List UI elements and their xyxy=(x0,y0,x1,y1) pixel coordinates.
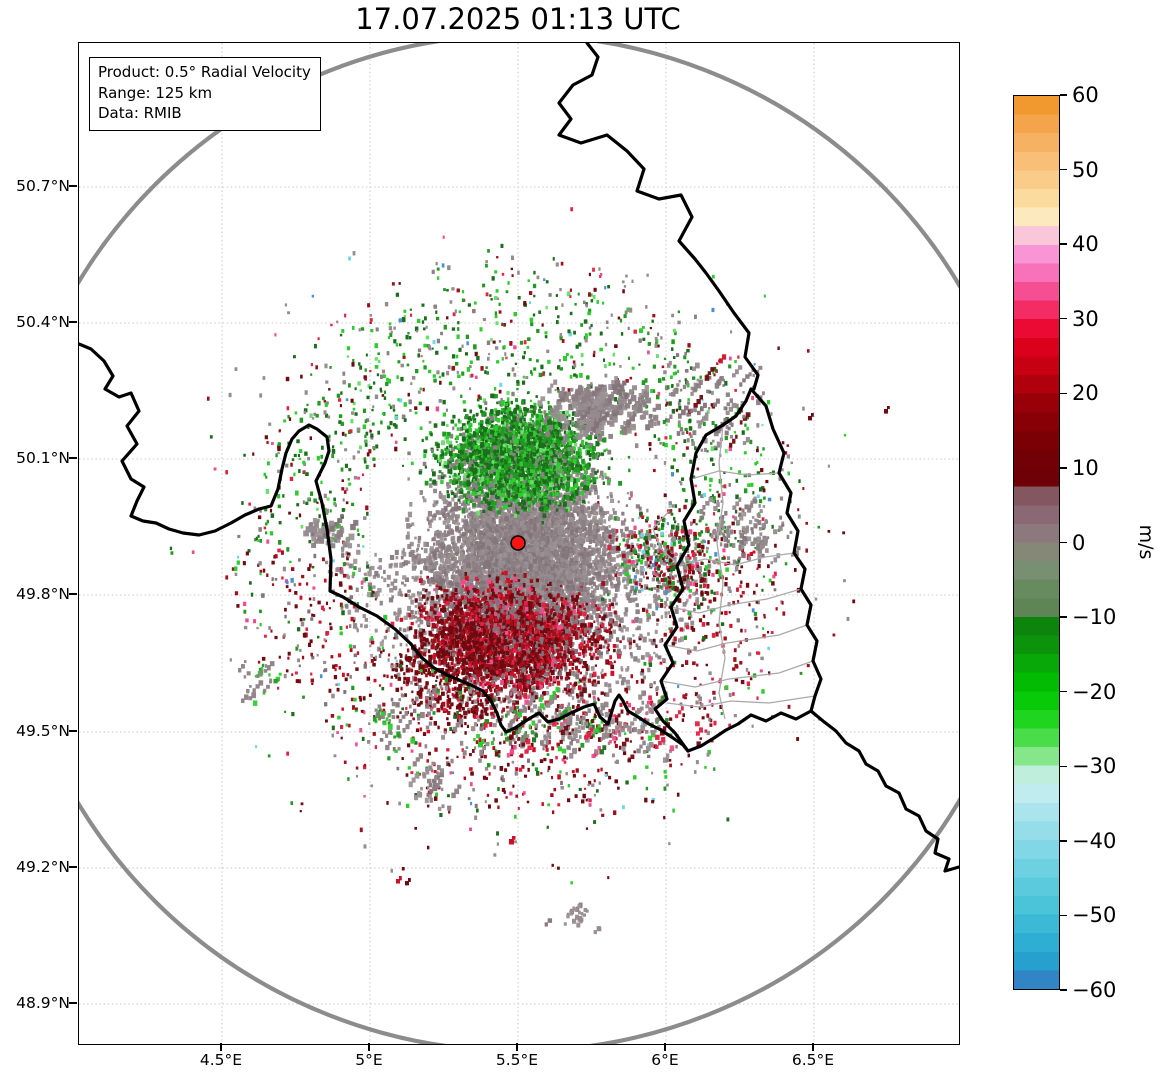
info-range: Range: 125 km xyxy=(98,83,213,102)
colorbar-tick-label: −10 xyxy=(1072,605,1117,630)
country-borders xyxy=(79,43,959,873)
border-luxembourg xyxy=(653,387,823,753)
y-axis-label: 48.9°N xyxy=(16,994,70,1012)
y-axis-tick xyxy=(69,1002,77,1004)
colorbar-tick-label: 0 xyxy=(1072,530,1086,555)
colorbar-unit-label: m/s xyxy=(1135,524,1157,560)
x-axis-label: 5°E xyxy=(355,1051,383,1069)
info-product: Product: 0.5° Radial Velocity xyxy=(98,63,311,81)
x-axis-label: 4.5°E xyxy=(199,1051,243,1069)
x-axis-tick xyxy=(664,1043,666,1051)
colorbar-tick-label: 30 xyxy=(1072,306,1099,331)
colorbar-tick xyxy=(1060,94,1067,96)
colorbar-tick-label: 60 xyxy=(1072,83,1099,107)
x-axis-tick xyxy=(220,1043,222,1051)
colorbar-tick-label: 40 xyxy=(1072,232,1099,257)
y-axis-label: 50.7°N xyxy=(16,177,70,195)
info-data-source: Data: RMIB xyxy=(98,104,182,123)
colorbar-tick-label: −30 xyxy=(1072,754,1117,779)
colorbar-tick-label: 20 xyxy=(1072,381,1099,406)
colorbar-tick xyxy=(1060,467,1067,469)
x-axis-tick xyxy=(368,1043,370,1051)
colorbar-tick xyxy=(1060,318,1067,320)
map-plot-area: Product: 0.5° Radial Velocity Range: 125… xyxy=(78,42,960,1045)
x-axis-label: 6°E xyxy=(651,1051,679,1069)
border-north xyxy=(557,43,760,391)
velocity-colorbar xyxy=(1013,95,1060,990)
colorbar-tick xyxy=(1060,616,1067,618)
colorbar-tick-label: 50 xyxy=(1072,157,1099,182)
colorbar-tick xyxy=(1060,392,1067,395)
y-axis-label: 50.4°N xyxy=(16,313,70,331)
colorbar-tick-label: −50 xyxy=(1072,903,1117,928)
border-france-belgium xyxy=(79,342,690,753)
y-axis-label: 49.8°N xyxy=(16,585,70,603)
x-axis-label: 6.5°E xyxy=(791,1051,835,1069)
figure-title: 17.07.2025 01:13 UTC xyxy=(355,2,681,36)
colorbar-tick xyxy=(1060,541,1067,544)
y-axis-tick xyxy=(69,593,77,595)
colorbar-tick xyxy=(1060,690,1067,693)
colorbar-tick xyxy=(1060,765,1067,767)
y-axis-tick xyxy=(69,866,77,868)
colorbar-tick xyxy=(1060,989,1067,991)
border-southeast xyxy=(809,709,959,873)
y-axis-label: 49.2°N xyxy=(16,858,70,876)
x-axis-tick xyxy=(812,1043,814,1051)
radar-site-dot xyxy=(510,535,526,551)
colorbar-tick xyxy=(1060,168,1067,171)
product-info-box: Product: 0.5° Radial Velocity Range: 125… xyxy=(89,57,321,132)
y-axis-label: 49.5°N xyxy=(16,722,70,740)
colorbar-tick-label: −40 xyxy=(1072,828,1117,853)
y-axis-label: 50.1°N xyxy=(16,449,70,467)
canton-borders xyxy=(652,424,816,720)
x-axis-label: 5.5°E xyxy=(495,1051,539,1069)
colorbar-tick-label: 10 xyxy=(1072,455,1099,480)
x-axis-tick xyxy=(516,1043,518,1051)
y-axis-tick xyxy=(69,185,77,187)
y-axis-tick xyxy=(69,457,77,459)
colorbar-tick xyxy=(1060,914,1067,917)
colorbar-tick xyxy=(1060,243,1067,245)
y-axis-tick xyxy=(69,321,77,323)
colorbar-tick xyxy=(1060,840,1067,842)
colorbar-tick-label: −20 xyxy=(1072,679,1117,704)
y-axis-tick xyxy=(69,730,77,732)
map-overlay xyxy=(79,43,959,1044)
colorbar-tick-label: −60 xyxy=(1072,978,1117,1002)
